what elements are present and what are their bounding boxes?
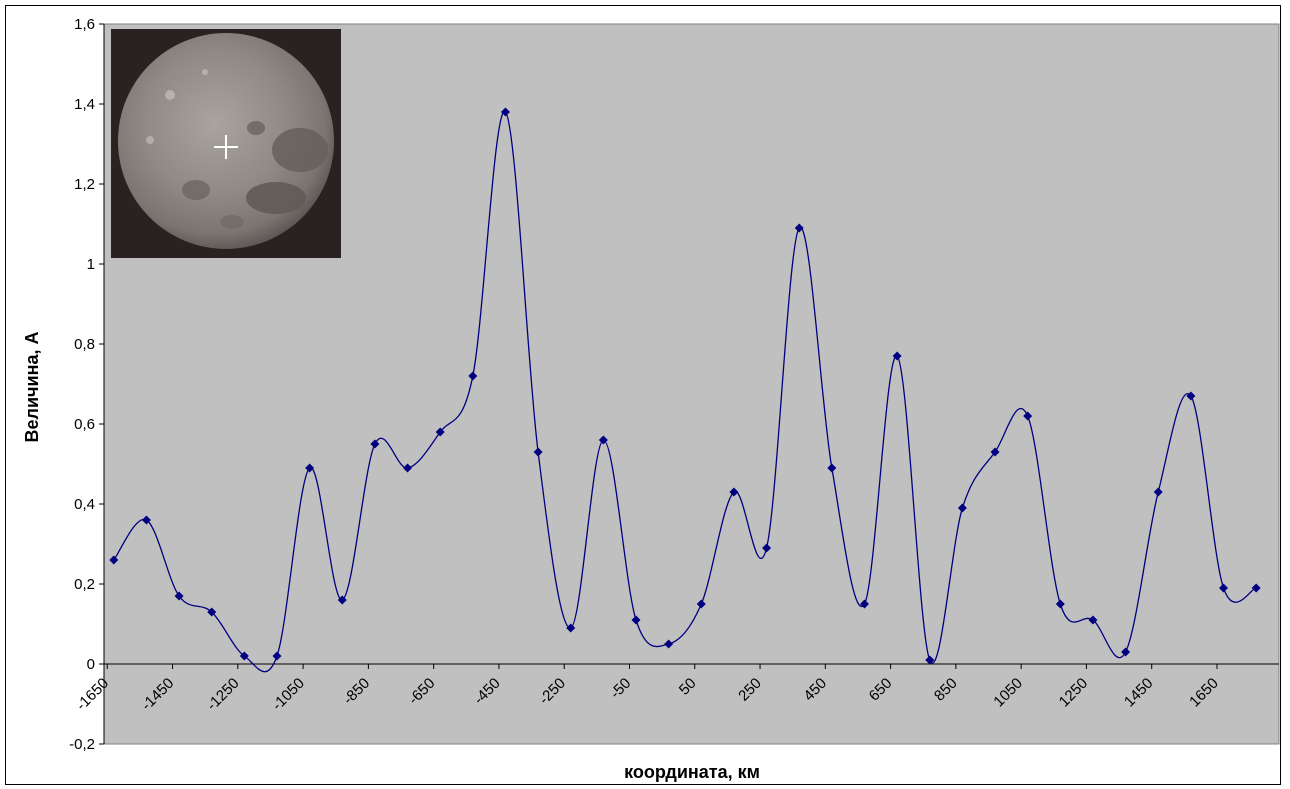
data-point-marker [925, 655, 935, 665]
data-point-marker [239, 651, 249, 661]
data-point-marker [696, 599, 706, 609]
data-point-marker [403, 463, 413, 473]
data-point-marker [1153, 487, 1163, 497]
moon-inset-photo [111, 29, 341, 258]
y-tick-label: 1 [87, 256, 95, 273]
data-point-marker [566, 623, 576, 633]
data-point-marker [141, 515, 151, 525]
x-axis-title: координата, км [624, 762, 760, 782]
data-point-marker [207, 607, 217, 617]
data-point-marker [109, 555, 119, 565]
data-point-marker [435, 427, 445, 437]
data-point-marker [1121, 647, 1131, 657]
y-tick-label: 1,4 [74, 96, 95, 113]
data-point-marker [1023, 411, 1033, 421]
data-point-marker [174, 591, 184, 601]
data-point-marker [500, 107, 510, 117]
y-tick-label: 0,4 [74, 496, 95, 513]
data-point-marker [305, 463, 315, 473]
series-markers [109, 107, 1261, 665]
data-point-marker [1055, 599, 1065, 609]
data-point-marker [631, 615, 641, 625]
data-point-marker [762, 543, 772, 553]
data-point-marker [370, 439, 380, 449]
data-point-marker [794, 223, 804, 233]
data-point-marker [598, 435, 608, 445]
data-point-marker [859, 599, 869, 609]
y-tick-label: 1,2 [74, 176, 95, 193]
data-point-marker [892, 351, 902, 361]
data-point-marker [272, 651, 282, 661]
y-axis-title: Величина, А [22, 332, 42, 443]
data-point-marker [827, 463, 837, 473]
y-tick-label: 1,6 [74, 16, 95, 33]
data-point-marker [337, 595, 347, 605]
y-tick-label: 0,2 [74, 576, 95, 593]
y-tick-label: 0,6 [74, 416, 95, 433]
data-point-marker [664, 639, 674, 649]
data-point-marker [1219, 583, 1229, 593]
data-point-marker [468, 371, 478, 381]
data-point-marker [1251, 583, 1261, 593]
data-point-marker [1186, 391, 1196, 401]
data-point-marker [533, 447, 543, 457]
data-point-marker [1088, 615, 1098, 625]
y-axis: -0,2 0 0,2 0,4 0,6 0,8 1 1,2 1,4 1,6 [69, 16, 105, 753]
data-point-marker [957, 503, 967, 513]
crosshair-icon [214, 135, 238, 159]
y-tick-label: 0,8 [74, 336, 95, 353]
data-point-marker [990, 447, 1000, 457]
y-tick-label: -0,2 [69, 736, 95, 753]
data-point-marker [729, 487, 739, 497]
y-tick-label: 0 [87, 656, 95, 673]
